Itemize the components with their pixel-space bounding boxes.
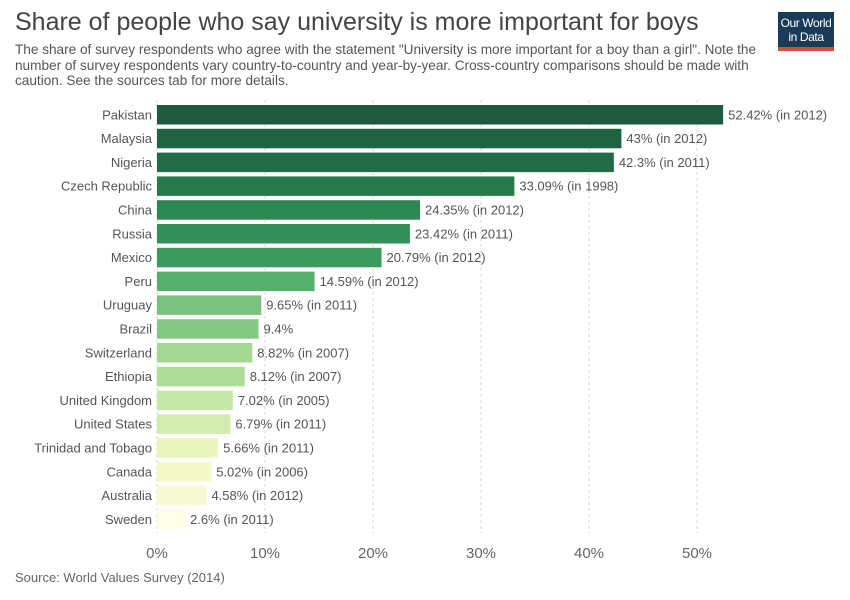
data-label: 5.02% (in 2006) <box>216 464 308 479</box>
x-tick-label: 0% <box>146 545 168 562</box>
bar[interactable] <box>157 319 259 339</box>
data-label: 7.02% (in 2005) <box>238 393 330 408</box>
x-axis-ticks: 0% 10% 20% 30% 40% 50% <box>146 545 712 562</box>
data-label: 23.42% (in 2011) <box>415 226 513 241</box>
category-label[interactable]: Ethiopia <box>105 369 153 384</box>
data-label: 24.35% (in 2012) <box>425 202 524 217</box>
category-label[interactable]: Sweden <box>105 512 152 527</box>
bar[interactable] <box>157 200 420 220</box>
data-label: 52.42% (in 2012) <box>728 107 827 122</box>
bar[interactable] <box>157 176 515 196</box>
category-label[interactable]: Trinidad and Tobago <box>34 440 152 455</box>
category-label[interactable]: Australia <box>101 488 152 503</box>
data-label: 2.6% (in 2011) <box>190 512 274 527</box>
data-label: 33.09% (in 1998) <box>519 179 618 194</box>
data-label: 4.58% (in 2012) <box>211 488 303 503</box>
bar[interactable] <box>157 438 219 458</box>
data-label: 6.79% (in 2011) <box>235 417 326 432</box>
x-tick-label: 10% <box>250 545 280 562</box>
x-tick-label: 20% <box>358 545 388 562</box>
category-label[interactable]: Brazil <box>119 321 152 336</box>
data-label: 43% (in 2012) <box>626 131 707 146</box>
category-label[interactable]: United Kingdom <box>60 393 153 408</box>
data-label: 5.66% (in 2011) <box>223 440 314 455</box>
chart-title: Share of people who say university is mo… <box>15 8 699 36</box>
category-label[interactable]: Canada <box>106 464 152 479</box>
category-label[interactable]: Switzerland <box>85 345 152 360</box>
category-label[interactable]: United States <box>74 417 153 432</box>
category-label[interactable]: Pakistan <box>102 107 152 122</box>
bar[interactable] <box>157 224 410 244</box>
owid-logo[interactable]: Our World in Data <box>778 12 834 51</box>
value-labels: 52.42% (in 2012) 43% (in 2012) 42.3% (in 2… <box>190 107 827 527</box>
category-label[interactable]: Nigeria <box>111 155 153 170</box>
category-label[interactable]: China <box>118 202 153 217</box>
grid-lines <box>156 100 698 533</box>
bar[interactable] <box>157 247 382 268</box>
chart-subtitle: The share of survey respondents who agre… <box>15 42 757 88</box>
data-label: 9.4% <box>264 321 294 336</box>
bar[interactable] <box>157 343 253 363</box>
bar[interactable] <box>157 271 315 292</box>
data-label: 20.79% (in 2012) <box>387 250 486 265</box>
data-label: 42.3% (in 2011) <box>619 155 710 170</box>
bar[interactable] <box>157 414 231 434</box>
x-tick-label: 40% <box>574 545 604 562</box>
bar[interactable] <box>157 390 233 411</box>
bars <box>157 105 724 530</box>
bar[interactable] <box>157 366 245 387</box>
bar[interactable] <box>157 128 622 149</box>
bar[interactable] <box>157 509 186 530</box>
bar[interactable] <box>157 485 207 506</box>
category-label[interactable]: Czech Republic <box>61 179 153 194</box>
x-tick-label: 50% <box>682 545 712 562</box>
source-note: Source: World Values Survey (2014) <box>15 570 225 585</box>
logo-line-1: Our World <box>780 16 832 30</box>
category-labels: Pakistan Malaysia Nigeria Czech Republic Chi… <box>34 107 153 527</box>
bar[interactable] <box>157 105 724 125</box>
data-label: 8.12% (in 2007) <box>250 369 342 384</box>
category-label[interactable]: Mexico <box>111 250 152 265</box>
category-label[interactable]: Peru <box>125 274 152 289</box>
category-label[interactable]: Malaysia <box>101 131 153 146</box>
bar[interactable] <box>157 295 262 315</box>
category-label[interactable]: Uruguay <box>103 298 153 313</box>
logo-line-2: in Data <box>788 30 824 44</box>
bar[interactable] <box>157 462 212 482</box>
category-label[interactable]: Russia <box>112 226 153 241</box>
data-label: 14.59% (in 2012) <box>320 274 419 289</box>
x-tick-label: 30% <box>466 545 496 562</box>
bar[interactable] <box>157 152 614 173</box>
data-label: 8.82% (in 2007) <box>257 345 349 360</box>
data-label: 9.65% (in 2011) <box>266 298 357 313</box>
